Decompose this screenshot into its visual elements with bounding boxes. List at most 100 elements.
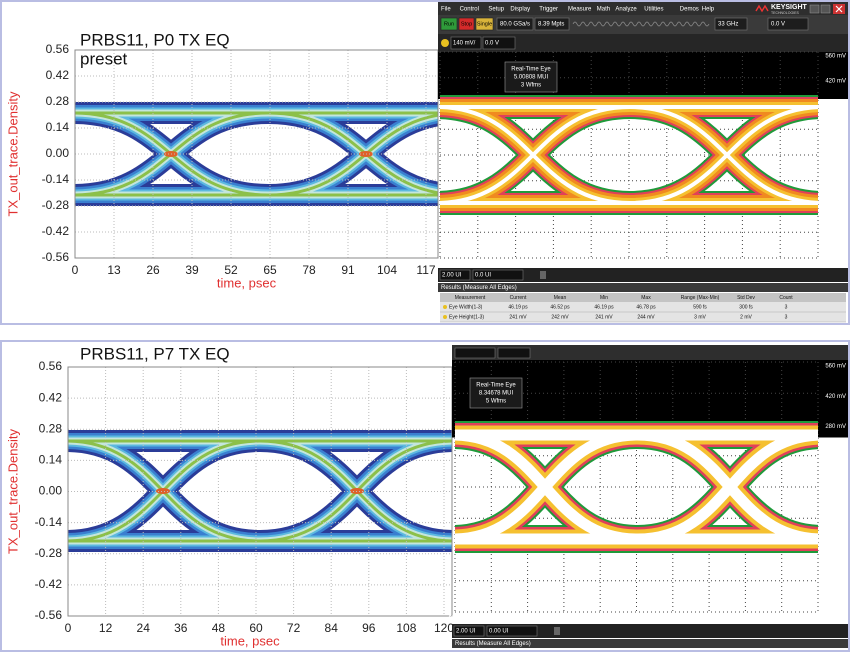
scope-y-label: -280 mV (823, 545, 846, 551)
scope-y-label: 560 mV (825, 54, 846, 60)
y-tick-label: 0.14 (39, 453, 63, 467)
results-cell: 241 mV (509, 314, 527, 320)
x-tick-label: 48 (212, 621, 226, 635)
y-tick-label: 0.28 (39, 421, 63, 435)
y-tick-label: 0.00 (46, 146, 70, 160)
results-cell: 241 mV (595, 314, 613, 320)
x-tick-label: 65 (263, 263, 277, 277)
results-header (440, 293, 846, 302)
x-tick-label: 96 (362, 621, 376, 635)
channel-bar (438, 34, 848, 52)
scope-x-label: 39 ps (735, 261, 750, 267)
menu-item: Help (702, 7, 715, 13)
scope-x-label: 36 ps (738, 615, 753, 621)
results-column: Std Dev (737, 295, 755, 301)
x-axis-label: time, psec (220, 633, 280, 648)
x-tick-label: 60 (249, 621, 263, 635)
menu-item: Math (597, 7, 610, 13)
menu-item: Demos (680, 7, 699, 13)
ui-scale: 2.00 UI (456, 629, 476, 635)
info-text: 5.00808 MUI (514, 75, 549, 81)
y-tick-label: -0.42 (35, 577, 63, 591)
y-axis-label: TX_out_trace.Density (5, 91, 20, 217)
field-box (440, 17, 458, 31)
row-icon (443, 315, 447, 319)
results-column: Current (510, 295, 527, 301)
menu-item: Utilities (644, 7, 663, 13)
plot-subtitle: preset (80, 49, 128, 68)
field-box (714, 17, 748, 31)
y-axis-label: TX_out_trace.Density (5, 429, 20, 555)
scope-x-label: 24 ps (702, 615, 717, 621)
toolbar-field: 33 GHz (718, 22, 738, 28)
scope-x-label: 26 ps (697, 261, 712, 267)
toolbar-field: 8.39 Mpts (538, 22, 564, 28)
scope-x-label: -13 ps (583, 261, 600, 267)
scope-x-label: 48 ps (774, 615, 789, 621)
x-tick-label: 12 (99, 621, 113, 635)
x-tick-label: 78 (302, 263, 316, 277)
ui-scale: 2.00 UI (442, 273, 462, 279)
y-tick-label: 0.28 (46, 94, 70, 108)
window-button (809, 4, 820, 14)
field-box (497, 347, 531, 359)
scope-x-label: -48 ps (483, 615, 500, 621)
plot-frame (67, 366, 453, 617)
results-column: Measurement (455, 295, 486, 301)
plot-title: PRBS11, P7 TX EQ (80, 344, 230, 363)
scope-y-label: 560 mV (825, 364, 846, 370)
x-tick-label: 104 (377, 263, 397, 277)
toolbar-button: Stop (461, 21, 472, 27)
x-tick-label: 24 (137, 621, 151, 635)
results-cell: 244 mV (637, 314, 655, 320)
channel-scale: 140 mV/ (453, 41, 476, 47)
y-tick-label: 0.56 (46, 42, 70, 56)
x-tick-label: 117 (416, 263, 435, 277)
menu-item: Measure (568, 7, 592, 13)
scope-x-label: 0.0 s (630, 615, 643, 621)
scope-x-label: -36 ps (519, 615, 536, 621)
info-box (469, 377, 523, 409)
scope-x-label: 12 ps (665, 615, 680, 621)
field-box (453, 625, 485, 637)
plot-frame (74, 49, 439, 259)
x-axis-label: time, psec (217, 275, 277, 290)
results-title: Results (Measure All Edges) (455, 641, 531, 647)
scope-y-label: 280 mV (825, 103, 846, 109)
scope-x-label: -60 ps (447, 615, 464, 621)
results-column: Max (641, 295, 651, 301)
row-icon (443, 305, 447, 309)
field-box (450, 36, 482, 50)
x-tick-label: 0 (72, 263, 79, 277)
scope-y-label: -280 mV (823, 202, 846, 208)
channel-icon (441, 39, 449, 47)
results-cell: Eye Height(1-3) (449, 314, 484, 320)
results-cell: Eye Width(1-3) (449, 304, 483, 310)
waveform-icon (572, 21, 710, 27)
scope-x-label: -39 ps (507, 261, 524, 267)
scope-y-label: 420 mV (825, 78, 846, 84)
menu-item: Trigger (539, 7, 558, 13)
results-bar (452, 639, 848, 648)
field-box (482, 36, 516, 50)
eye-group (440, 95, 818, 215)
scope-x-label: -52 ps (469, 261, 486, 267)
results-cell: 46.19 ps (508, 304, 528, 310)
toolbar-field: 0.0 V (771, 22, 785, 28)
results-bar (438, 283, 848, 292)
x-tick-label: 0 (65, 621, 72, 635)
toolbar-button: Run (444, 21, 454, 27)
field-box (472, 269, 524, 281)
results-cell: 46.19 ps (594, 304, 614, 310)
results-cell: 2 mV (740, 314, 752, 320)
results-column: Mean (554, 295, 567, 301)
info-text: 5 Wfms (486, 399, 506, 405)
y-tick-label: -0.42 (42, 224, 70, 238)
channel-offset: 0.0 V (485, 41, 499, 47)
menu-item: File (441, 7, 451, 13)
results-title: Results (Measure All Edges) (441, 285, 517, 291)
field-box (439, 269, 471, 281)
scope-y-label: -560 mV (823, 252, 846, 258)
